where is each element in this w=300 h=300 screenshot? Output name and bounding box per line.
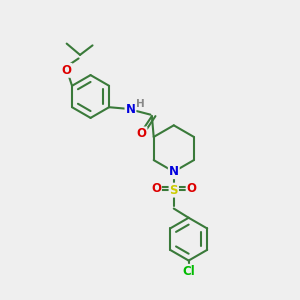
Text: O: O bbox=[136, 128, 146, 140]
Text: O: O bbox=[151, 182, 161, 195]
Text: H: H bbox=[136, 99, 144, 109]
Text: N: N bbox=[125, 103, 136, 116]
Text: O: O bbox=[62, 64, 72, 77]
Text: N: N bbox=[169, 165, 179, 178]
Text: Cl: Cl bbox=[182, 265, 195, 278]
Text: O: O bbox=[187, 182, 196, 195]
Text: S: S bbox=[169, 184, 178, 196]
